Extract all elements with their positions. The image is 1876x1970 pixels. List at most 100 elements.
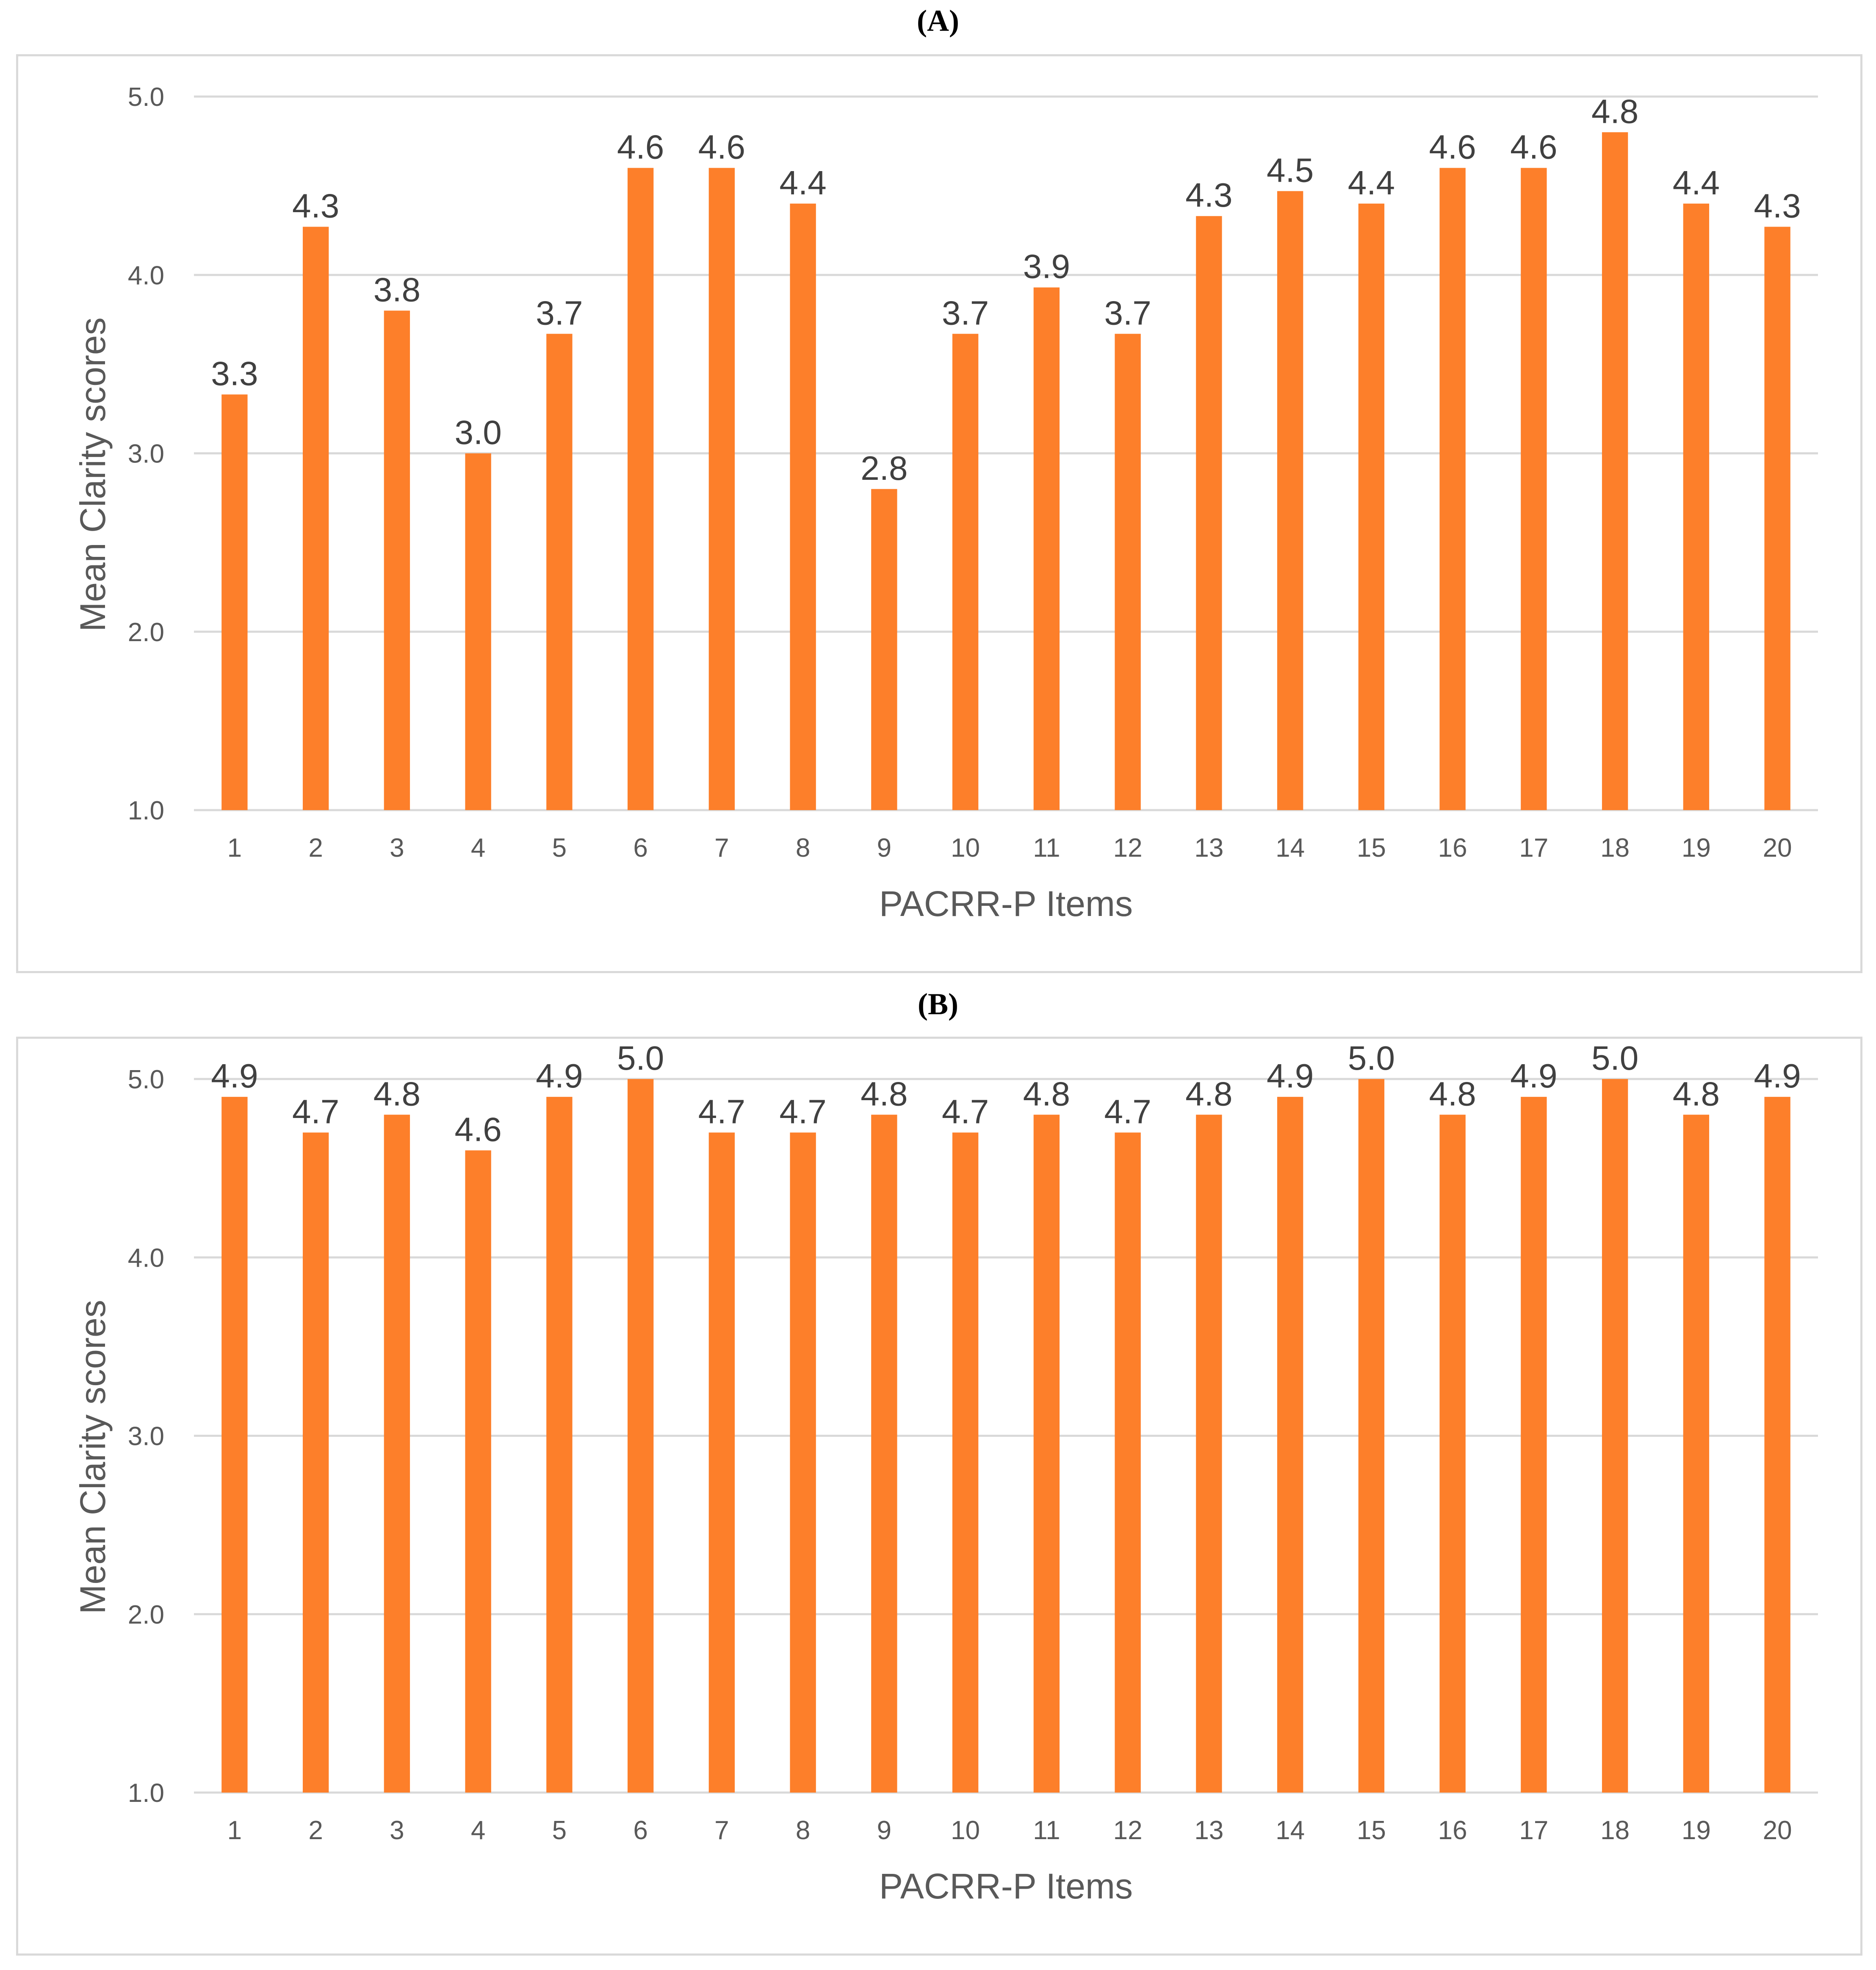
chart-a: 1.0 2.0 3.0 4.0 5.0 3.3 1 4.3 2 3.8 3 3.0 4 3.7 5 4.6 6 4… bbox=[16, 54, 1862, 973]
chart-a-xtick-label: 7 bbox=[714, 833, 729, 863]
chart-a-bar bbox=[1358, 203, 1385, 810]
chart-a-bar bbox=[1683, 203, 1710, 810]
chart-b-data-label: 4.7 bbox=[942, 1093, 989, 1130]
chart-b-bar bbox=[1602, 1079, 1628, 1793]
chart-a-data-label: 4.3 bbox=[1754, 187, 1801, 225]
chart-b-xtick-label: 11 bbox=[1033, 1816, 1060, 1845]
chart-a-data-label: 4.5 bbox=[1267, 151, 1314, 189]
chart-a-bar bbox=[384, 310, 410, 810]
chart-a-bar bbox=[221, 394, 248, 810]
chart-b-data-label: 4.8 bbox=[1185, 1075, 1232, 1112]
chart-b-bar bbox=[627, 1079, 654, 1793]
chart-b-data-label: 4.9 bbox=[1267, 1057, 1314, 1095]
chart-b-bar bbox=[708, 1132, 735, 1793]
chart-a-data-label: 3.0 bbox=[455, 414, 502, 451]
chart-b-data-label: 5.0 bbox=[1591, 1039, 1638, 1077]
chart-b-data-label: 4.8 bbox=[861, 1075, 908, 1112]
chart-b-data-label: 4.8 bbox=[374, 1075, 421, 1112]
chart-a-bar bbox=[952, 334, 979, 811]
chart-a-data-label: 3.8 bbox=[374, 271, 421, 309]
chart-a-data-label: 4.4 bbox=[1348, 164, 1395, 202]
chart-b-bar bbox=[1439, 1115, 1466, 1793]
chart-a-xtick-label: 3 bbox=[390, 833, 404, 863]
chart-b-bar bbox=[302, 1132, 329, 1793]
chart-a-bar bbox=[1033, 287, 1060, 810]
chart-b-bar bbox=[1764, 1097, 1790, 1793]
chart-b-data-label: 4.8 bbox=[1023, 1075, 1070, 1112]
chart-a-data-label: 4.4 bbox=[780, 164, 827, 202]
chart-b-xtick-label: 14 bbox=[1276, 1816, 1305, 1845]
chart-b-xtick-label: 8 bbox=[796, 1816, 810, 1845]
chart-a-data-label: 2.8 bbox=[861, 449, 908, 487]
chart-a-ytick-label: 3.0 bbox=[128, 440, 164, 469]
chart-b-xtick-label: 18 bbox=[1600, 1816, 1630, 1845]
chart-a-ytick-label: 2.0 bbox=[128, 618, 164, 647]
chart-b-data-label: 5.0 bbox=[617, 1039, 664, 1077]
chart-a-data-label: 3.7 bbox=[1104, 294, 1151, 332]
chart-a-bar bbox=[708, 168, 735, 810]
chart-b-data-label: 4.7 bbox=[780, 1093, 827, 1130]
chart-a-data-label: 4.6 bbox=[1429, 128, 1476, 166]
panel-a-label: (A) bbox=[917, 4, 959, 38]
chart-b-xtick-label: 7 bbox=[714, 1816, 729, 1845]
chart-b-xtick-label: 13 bbox=[1194, 1816, 1223, 1845]
chart-b-xtick-label: 16 bbox=[1438, 1816, 1467, 1845]
chart-a-bar bbox=[1277, 191, 1303, 811]
chart-a-bar bbox=[871, 489, 897, 810]
chart-a-x-axis-title: PACRR-P Items bbox=[879, 884, 1133, 924]
chart-b-ytick-label: 4.0 bbox=[128, 1243, 164, 1273]
chart-a-xtick-label: 13 bbox=[1194, 833, 1223, 863]
chart-a-data-label: 4.6 bbox=[1510, 128, 1557, 166]
panel-b-label: (B) bbox=[918, 987, 958, 1021]
chart-b-bar bbox=[1115, 1132, 1141, 1793]
chart-a-ytick-label: 5.0 bbox=[128, 83, 164, 112]
chart-a-bar bbox=[465, 453, 491, 810]
chart-b-xtick-label: 17 bbox=[1519, 1816, 1548, 1845]
chart-b-xtick-label: 20 bbox=[1763, 1816, 1792, 1845]
chart-b-data-label: 4.8 bbox=[1429, 1075, 1476, 1112]
chart-b-ytick-label: 2.0 bbox=[128, 1600, 164, 1630]
chart-b-ytick-label: 5.0 bbox=[128, 1065, 164, 1094]
chart-b-xtick-label: 10 bbox=[951, 1816, 980, 1845]
chart-b-data-label: 5.0 bbox=[1348, 1039, 1395, 1077]
chart-b-x-axis-title: PACRR-P Items bbox=[879, 1866, 1133, 1906]
chart-a-bar bbox=[302, 227, 329, 811]
chart-b-bar bbox=[1683, 1115, 1710, 1793]
chart-b-data-label: 4.9 bbox=[1754, 1057, 1801, 1095]
chart-a-bar bbox=[790, 203, 816, 810]
chart-b-xtick-label: 15 bbox=[1357, 1816, 1386, 1845]
chart-a-xtick-label: 17 bbox=[1519, 833, 1548, 863]
chart-b-xtick-label: 5 bbox=[552, 1816, 567, 1845]
chart-a-xtick-label: 14 bbox=[1276, 833, 1305, 863]
chart-b-data-label: 4.6 bbox=[455, 1111, 502, 1148]
chart-a-bar bbox=[1521, 168, 1547, 810]
chart-b-y-axis-title: Mean Clarity scores bbox=[73, 1300, 113, 1614]
chart-a-data-label: 3.7 bbox=[536, 294, 583, 332]
chart-b-xtick-label: 3 bbox=[390, 1816, 404, 1845]
chart-b-bar bbox=[384, 1115, 410, 1793]
chart-a-xtick-label: 9 bbox=[877, 833, 891, 863]
chart-a-xtick-label: 19 bbox=[1682, 833, 1711, 863]
chart-a-xtick-label: 2 bbox=[308, 833, 323, 863]
chart-b-data-label: 4.8 bbox=[1673, 1075, 1720, 1112]
chart-a-xtick-label: 1 bbox=[227, 833, 242, 863]
chart-a-bar bbox=[1196, 216, 1222, 810]
chart-a-data-label: 4.8 bbox=[1591, 92, 1638, 130]
chart-b-bar bbox=[465, 1150, 491, 1793]
chart-a-bar bbox=[1602, 132, 1628, 810]
chart-b-bar bbox=[1277, 1097, 1303, 1793]
chart-a-xtick-label: 10 bbox=[951, 833, 980, 863]
chart-a-ytick-label: 4.0 bbox=[128, 261, 164, 290]
chart-a-ytick-label: 1.0 bbox=[128, 796, 164, 825]
chart-a-xtick-label: 4 bbox=[471, 833, 485, 863]
chart-a-xtick-label: 6 bbox=[633, 833, 647, 863]
chart-b-data-label: 4.9 bbox=[536, 1057, 583, 1095]
chart-b-bar bbox=[1358, 1079, 1385, 1793]
chart-a-data-label: 4.6 bbox=[698, 128, 745, 166]
chart-b-bar bbox=[952, 1132, 979, 1793]
chart-a-bar bbox=[1764, 227, 1790, 811]
chart-b-plot: 1.0 2.0 3.0 4.0 5.0 4.9 1 4.7 2 4.8 3 4.6 4 4.9 5 5.0 6 4… bbox=[73, 1039, 1818, 1906]
chart-a-y-axis-title: Mean Clarity scores bbox=[73, 317, 113, 631]
chart-a-data-label: 4.4 bbox=[1673, 164, 1720, 202]
chart-b-data-label: 4.7 bbox=[1104, 1093, 1151, 1130]
